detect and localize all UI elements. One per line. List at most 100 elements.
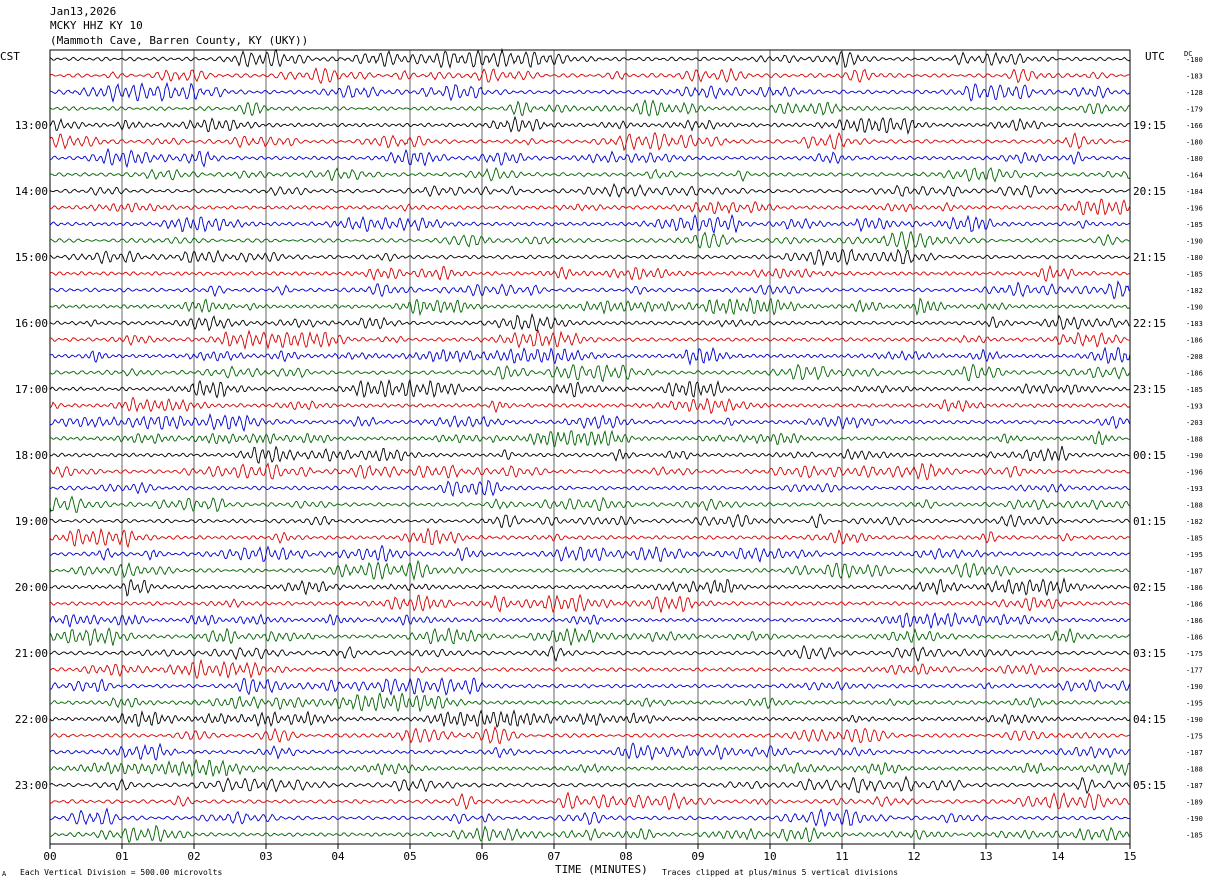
right-hour-label: 22:15 [1133, 317, 1166, 330]
trace-14 [49, 264, 1131, 283]
trace-39 [49, 677, 1131, 696]
dc-offset-label: -164 [1186, 172, 1203, 180]
dc-offset-label: -180 [1186, 254, 1203, 262]
left-hour-label: 18:00 [15, 449, 48, 462]
trace-27 [49, 479, 1131, 497]
trace-7 [49, 147, 1131, 169]
trace-12 [49, 230, 1131, 252]
right-timezone-label: UTC [1145, 50, 1165, 63]
trace-11 [49, 213, 1131, 234]
right-hour-label: 00:15 [1133, 449, 1166, 462]
trace-17 [49, 313, 1131, 332]
dc-offset-label: -177 [1186, 667, 1203, 675]
trace-15 [49, 280, 1131, 300]
right-hour-label: 20:15 [1133, 185, 1166, 198]
right-hour-label: 19:15 [1133, 119, 1166, 132]
trace-41 [49, 709, 1131, 728]
dc-offset-label: -179 [1186, 106, 1203, 114]
dc-offset-label: -196 [1186, 469, 1203, 477]
dc-offset-label: -183 [1186, 320, 1203, 328]
dc-offset-label: -190 [1186, 716, 1203, 724]
trace-4 [49, 99, 1131, 117]
trace-18 [49, 329, 1131, 351]
left-hour-label: 21:00 [15, 647, 48, 660]
trace-37 [49, 644, 1131, 663]
trace-8 [49, 166, 1131, 183]
dc-offset-label: -190 [1186, 683, 1203, 691]
x-tick-label: 03 [259, 850, 272, 863]
right-hour-label: 23:15 [1133, 383, 1166, 396]
trace-40 [49, 692, 1131, 713]
dc-offset-label: -190 [1186, 815, 1203, 823]
trace-36 [49, 627, 1131, 647]
dc-offset-label: -180 [1186, 155, 1203, 163]
x-tick-label: 14 [1051, 850, 1065, 863]
trace-20 [49, 363, 1131, 383]
left-timezone-label: CST [0, 50, 20, 63]
x-tick-label: 13 [979, 850, 992, 863]
dc-offset-label: -180 [1186, 139, 1203, 147]
dc-offset-label: -193 [1186, 485, 1203, 493]
trace-29 [49, 513, 1131, 529]
x-tick-label: 00 [43, 850, 56, 863]
dc-offset-label: -186 [1186, 601, 1203, 609]
dc-offset-label: -186 [1186, 634, 1203, 642]
x-tick-label: 04 [331, 850, 345, 863]
dc-offset-label: -182 [1186, 287, 1203, 295]
trace-3 [49, 81, 1131, 103]
scale-note: Each Vertical Division = 500.00 microvol… [20, 868, 223, 877]
trace-32 [49, 559, 1131, 581]
x-tick-label: 01 [115, 850, 128, 863]
dc-offset-label: -186 [1186, 617, 1203, 625]
trace-33 [49, 577, 1131, 597]
clip-note: Traces clipped at plus/minus 5 vertical … [662, 868, 899, 877]
trace-25 [49, 445, 1131, 464]
dc-offset-label: -188 [1186, 436, 1203, 444]
dc-offset-label: -185 [1186, 832, 1203, 840]
x-tick-label: 08 [619, 850, 632, 863]
left-hour-label: 19:00 [15, 515, 48, 528]
trace-9 [49, 182, 1131, 198]
left-hour-label: 16:00 [15, 317, 48, 330]
trace-46 [49, 791, 1131, 811]
x-tick-label: 05 [403, 850, 416, 863]
trace-6 [49, 131, 1131, 152]
footer-mark: A [2, 870, 7, 878]
x-tick-label: 15 [1123, 850, 1136, 863]
dc-offset-label: -193 [1186, 403, 1203, 411]
x-tick-label: 02 [187, 850, 200, 863]
trace-30 [49, 527, 1131, 549]
right-hour-label: 03:15 [1133, 647, 1166, 660]
trace-21 [49, 378, 1131, 399]
dc-offset-label: -185 [1186, 221, 1203, 229]
trace-44 [49, 758, 1131, 778]
right-hour-label: 05:15 [1133, 779, 1166, 792]
trace-22 [49, 396, 1131, 415]
right-hour-label: 04:15 [1133, 713, 1166, 726]
dc-offset-header: DC [1184, 50, 1193, 58]
x-axis-title: TIME (MINUTES) [555, 863, 648, 876]
trace-31 [49, 544, 1131, 563]
trace-13 [49, 248, 1131, 267]
right-hour-label: 02:15 [1133, 581, 1166, 594]
dc-offset-label: -195 [1186, 700, 1203, 708]
dc-offset-label: -187 [1186, 782, 1203, 790]
dc-offset-label: -188 [1186, 766, 1203, 774]
trace-26 [49, 462, 1131, 481]
trace-1 [49, 47, 1131, 70]
x-tick-label: 06 [475, 850, 488, 863]
dc-offset-label: -208 [1186, 353, 1203, 361]
x-tick-label: 12 [907, 850, 920, 863]
trace-28 [49, 495, 1131, 513]
station-code: MCKY HHZ KY 10 [50, 19, 143, 32]
trace-5 [49, 115, 1131, 135]
dc-offset-label: -188 [1186, 502, 1203, 510]
x-tick-label: 11 [835, 850, 848, 863]
trace-24 [49, 429, 1131, 448]
dc-offset-label: -186 [1186, 584, 1203, 592]
trace-43 [49, 742, 1131, 761]
trace-2 [49, 67, 1131, 85]
dc-offset-label: -189 [1186, 799, 1203, 807]
dc-offset-label: -196 [1186, 205, 1203, 213]
